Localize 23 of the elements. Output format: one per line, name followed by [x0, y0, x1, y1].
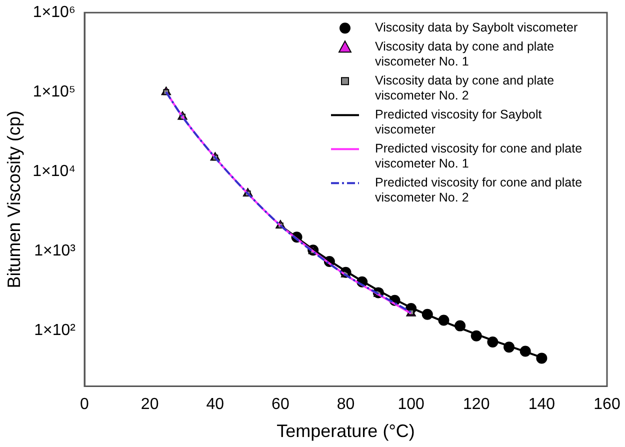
legend-label: Viscosity data by Saybolt viscometer	[375, 20, 578, 35]
legend-label: Predicted viscosity for cone and plate viscometer No. 1	[375, 142, 582, 171]
y-tick-label: 1×10⁴	[32, 163, 76, 180]
y-axis-title: Bitumen Viscosity (cp)	[4, 110, 24, 288]
point	[536, 352, 548, 364]
x-tick-label: 60	[272, 396, 290, 414]
legend-label: Predicted viscosity for Saybolt viscometer	[375, 108, 542, 137]
y-tick-label: 1×10⁵	[32, 84, 76, 101]
legend-label: Viscosity data by cone and plate viscometer No. 1	[375, 40, 554, 69]
x-tick-label: 100	[398, 396, 425, 414]
x-tick-label: 80	[336, 396, 355, 414]
y-tick-label: 1×10²	[34, 322, 76, 340]
x-axis-title: Temperature (°C)	[276, 421, 415, 442]
legend-label: Viscosity data by cone and plate viscometer No. 2	[375, 74, 554, 103]
y-tick-label: 1×10³	[34, 242, 76, 260]
legend-label: Predicted viscosity for cone and plate viscometer No. 2	[375, 176, 582, 205]
x-tick-label: 140	[528, 396, 556, 414]
x-tick-label: 20	[140, 396, 159, 414]
y-tick-label: 1×10⁶	[32, 4, 76, 22]
x-tick-label: 160	[594, 396, 620, 414]
x-tick-label: 40	[206, 396, 224, 414]
x-tick-label: 120	[463, 396, 490, 414]
x-tick-label: 0	[80, 396, 90, 414]
